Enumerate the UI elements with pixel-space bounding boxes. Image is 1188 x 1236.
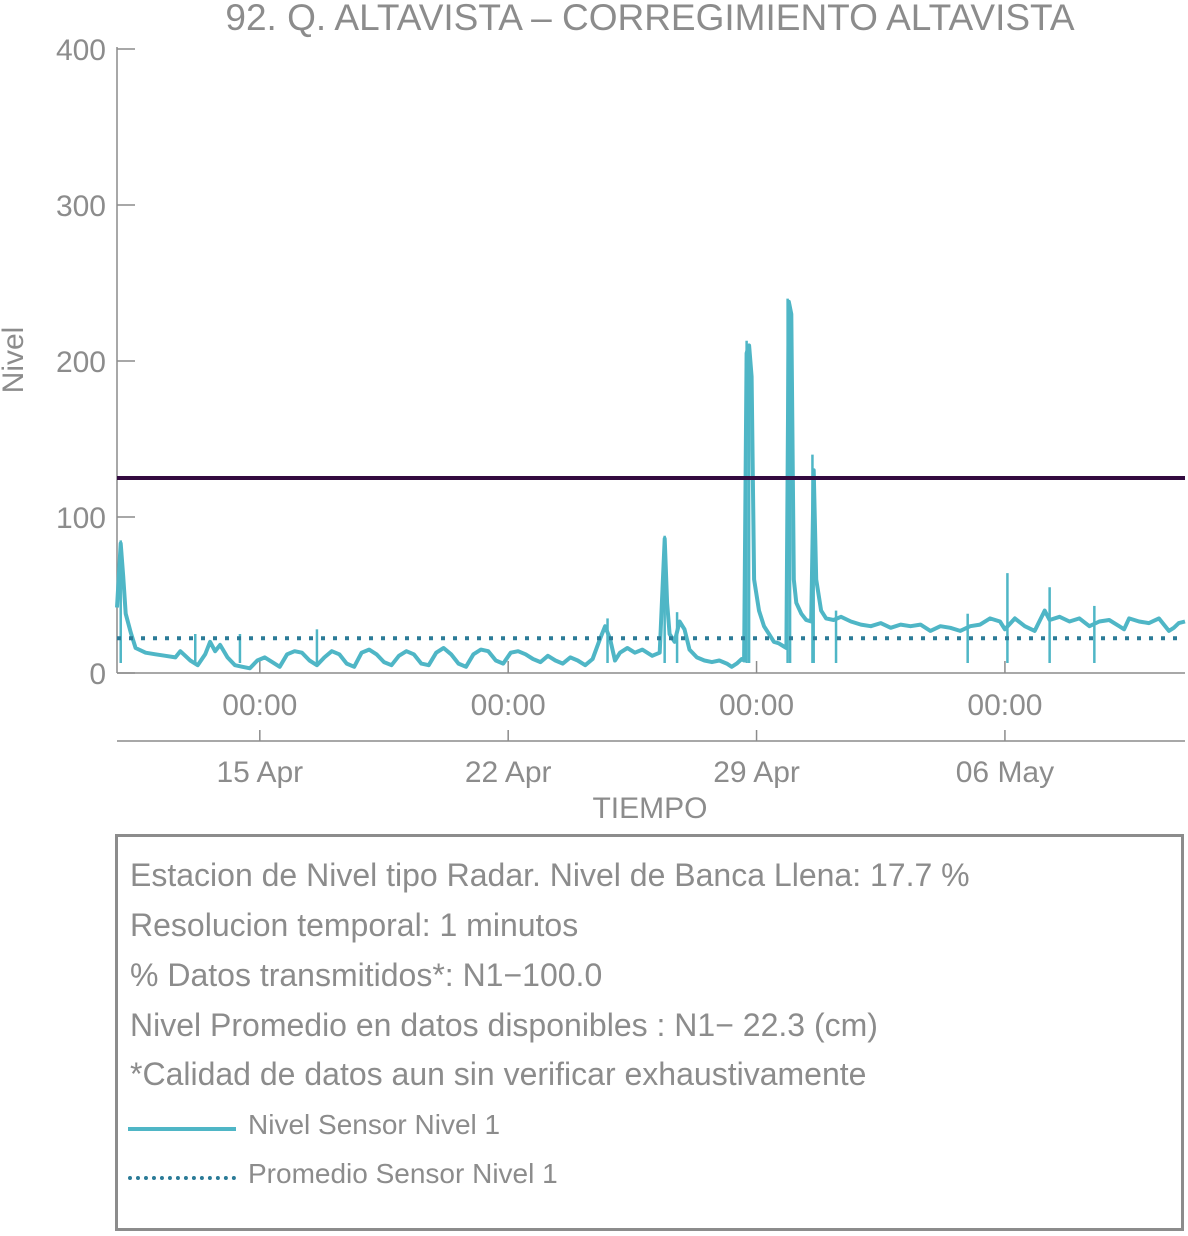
series-line-sensor-nivel-1 bbox=[115, 299, 1186, 671]
x-tick-time-label: 00:00 bbox=[222, 689, 297, 722]
legend-label-average: Promedio Sensor Nivel 1 bbox=[248, 1158, 558, 1189]
chart-title: 92. Q. ALTAVISTA – CORREGIMIENTO ALTAVIS… bbox=[225, 0, 1074, 38]
legend-swatch-solid bbox=[128, 1127, 236, 1131]
info-line-station: Estacion de Nivel tipo Radar. Nivel de B… bbox=[130, 857, 970, 893]
legend-label-sensor: Nivel Sensor Nivel 1 bbox=[248, 1109, 501, 1140]
info-line-transmitted: % Datos transmitidos*: N1−100.0 bbox=[130, 957, 603, 993]
chart-marks bbox=[115, 298, 1186, 671]
info-line-quality-note: *Calidad de datos aun sin verificar exha… bbox=[130, 1056, 867, 1092]
level-chart: 92. Q. ALTAVISTA – CORREGIMIENTO ALTAVIS… bbox=[0, 0, 1186, 825]
x-axis-label: TIEMPO bbox=[592, 792, 707, 825]
x-tick-date-label: 29 Apr bbox=[713, 756, 800, 789]
info-panel: Estacion de Nivel tipo Radar. Nivel de B… bbox=[115, 834, 1184, 1231]
info-line-average: Nivel Promedio en datos disponibles : N1… bbox=[130, 1007, 878, 1043]
chart-axes: 0 100 200 300 400 00:00 15 Apr 00:00 22 Apr 00:00… bbox=[56, 34, 1185, 789]
x-tick-time-label: 00:00 bbox=[471, 689, 546, 722]
y-tick-label: 0 bbox=[89, 658, 106, 691]
y-tick-label: 400 bbox=[56, 34, 106, 67]
y-tick-label: 100 bbox=[56, 502, 106, 535]
x-tick-date-label: 15 Apr bbox=[216, 756, 303, 789]
legend-swatch-dotted bbox=[128, 1176, 236, 1180]
y-axis-label: Nivel bbox=[0, 327, 30, 394]
x-tick-date-label: 06 May bbox=[956, 756, 1054, 789]
y-tick-label: 300 bbox=[56, 190, 106, 223]
x-tick-date-label: 22 Apr bbox=[465, 756, 552, 789]
info-line-resolution: Resolucion temporal: 1 minutos bbox=[130, 907, 579, 943]
x-tick-time-label: 00:00 bbox=[967, 689, 1042, 722]
x-tick-time-label: 00:00 bbox=[719, 689, 794, 722]
y-tick-label: 200 bbox=[56, 346, 106, 379]
